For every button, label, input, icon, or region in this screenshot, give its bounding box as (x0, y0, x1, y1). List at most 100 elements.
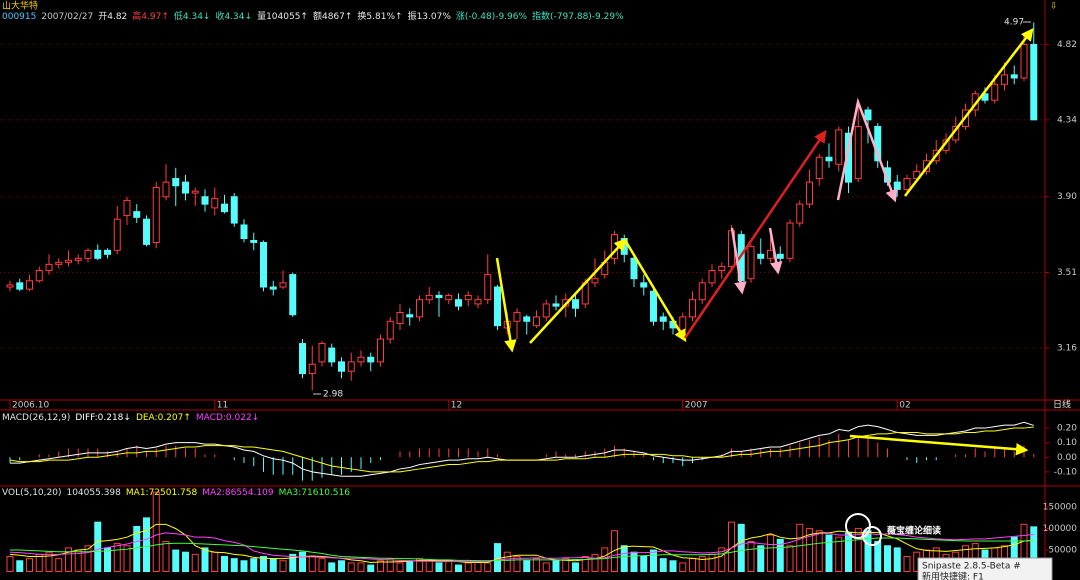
volume-bar (162, 540, 170, 573)
candle-body (143, 218, 150, 245)
volume-bar (94, 521, 102, 573)
volume-bar (445, 560, 453, 572)
candle-body (786, 222, 794, 259)
volume-bar (620, 545, 628, 573)
candle-body (55, 261, 63, 265)
volume-bar (396, 562, 404, 573)
candle-body (572, 299, 579, 309)
trend-arrow (768, 227, 783, 275)
volume-bar (776, 538, 784, 572)
candle-body (864, 109, 872, 121)
candle-body (35, 269, 43, 282)
volume-bar (903, 555, 911, 572)
volume-bar (796, 523, 804, 573)
volume-bar (533, 558, 540, 573)
trend-arrow (495, 257, 517, 353)
panel-header: MACD(26,12,9) DIFF:0.218↓ DEA:0.207↑ MACD:0… (2, 413, 259, 423)
panel-header: VOL(5,10,20) 104055.398 MA1:72501.758 MA2:8… (2, 488, 350, 498)
candle-body (640, 282, 648, 288)
candle-body (162, 181, 170, 198)
volume-bar (26, 558, 33, 573)
candle-body (591, 278, 599, 284)
volume-bar (591, 553, 599, 572)
candle-body (26, 280, 33, 290)
y-tick-label: 0.00 (1057, 453, 1077, 463)
tooltip-title: Snipaste 2.8.5-Beta # (922, 562, 1021, 572)
header-item: 额4867↑ (313, 10, 352, 22)
candle-body (776, 253, 784, 259)
wechat-icon (845, 513, 871, 539)
volume-bar (669, 560, 677, 572)
volume-bar (55, 558, 63, 573)
candle-body (240, 224, 248, 240)
trend-arrow (623, 239, 687, 343)
volume-bar (464, 562, 472, 573)
volume-bar (815, 530, 823, 572)
candle-body (133, 211, 141, 218)
watermark: 薇宝缠论细读 (845, 513, 941, 546)
volume-bar (747, 540, 755, 573)
volume-bar (455, 564, 462, 573)
candle-body (152, 187, 160, 243)
candle-body (84, 249, 92, 259)
volume-bar (845, 532, 852, 572)
y-tick-label: 50000 (1048, 546, 1077, 556)
period-label: 日线 (1053, 399, 1071, 411)
x-tick-label: 12 (451, 401, 462, 411)
candle-body (991, 83, 999, 101)
volume-bar (45, 551, 53, 573)
candle-body (698, 282, 706, 301)
low-annotation: 2.98 (323, 390, 343, 400)
volume-bar (328, 562, 336, 573)
volume-bar (377, 560, 384, 572)
y-tick-label: 3.16 (1057, 344, 1077, 354)
candle-body (494, 286, 501, 327)
header-item: 开4.82 (98, 11, 127, 22)
trend-arrow (730, 227, 747, 295)
header-item: DEA:0.207↑ (136, 413, 191, 423)
candle-body (757, 253, 765, 259)
candle-body (806, 181, 813, 205)
y-tick-label: 100000 (1043, 524, 1078, 534)
volume-bar (191, 553, 199, 572)
candle-body (289, 274, 297, 316)
volume-bar (65, 547, 72, 573)
volume-bar (611, 530, 618, 572)
candle-body (708, 269, 716, 284)
candle-body (767, 249, 774, 259)
volume-bar (299, 551, 306, 573)
volume-bar (289, 553, 297, 572)
volume-bar (367, 564, 375, 573)
volume-bar (630, 551, 638, 573)
x-tick-label: 2006.10 (12, 401, 49, 411)
volume-bar (562, 558, 570, 573)
header-item: 涨(-0.48)-9.96% (456, 11, 528, 22)
volume-bar (718, 547, 726, 573)
volume-bar (250, 558, 258, 573)
header-item: MA1:72501.758 (126, 488, 198, 498)
y-tick-label: 150000 (1043, 503, 1078, 513)
volume-bar (211, 551, 219, 573)
candle-body (903, 178, 911, 190)
x-tick-label: 02 (899, 401, 910, 411)
candle-body (513, 312, 521, 322)
volume-bar (152, 491, 160, 573)
trend-arrow (683, 129, 827, 339)
volume-bar (240, 560, 248, 572)
y-tick-label: -0.10 (1054, 467, 1078, 477)
volume-bar (640, 555, 648, 572)
volume-bar (864, 530, 872, 572)
candle-body (825, 156, 833, 162)
volume-bar (650, 549, 657, 572)
volume-bar (230, 558, 238, 573)
volume-bar (806, 528, 813, 573)
candle-body (1030, 43, 1038, 121)
wechat-icon (862, 526, 882, 546)
candle-body (445, 294, 453, 301)
candle-body (718, 265, 726, 271)
volume-bar (523, 560, 531, 572)
volume-bar (269, 558, 277, 573)
